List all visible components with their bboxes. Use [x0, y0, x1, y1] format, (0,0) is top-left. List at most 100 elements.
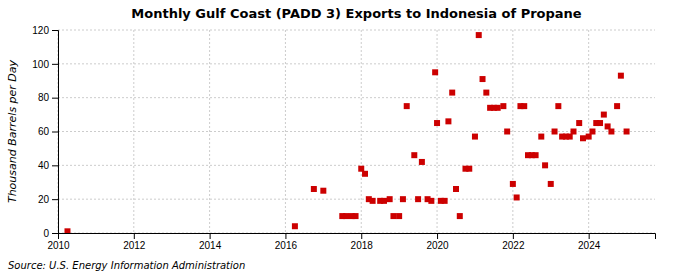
point — [480, 76, 486, 82]
tick-label: 100 — [32, 59, 49, 70]
tick: 120 — [32, 25, 58, 36]
tick-mark — [52, 30, 58, 31]
tick-label: 2018 — [351, 240, 374, 251]
point — [415, 196, 421, 202]
tick-mark — [52, 233, 58, 234]
tick: 2020 — [426, 233, 449, 251]
tick-mark — [134, 233, 135, 239]
points — [64, 32, 629, 233]
tick: 2010 — [47, 233, 70, 251]
point — [555, 103, 561, 109]
tick: 2022 — [502, 233, 525, 251]
point — [601, 112, 607, 118]
tick: 2016 — [275, 233, 298, 251]
point — [353, 213, 359, 219]
tick-mark — [52, 98, 58, 99]
tick: 60 — [38, 126, 58, 137]
tick-mark — [285, 233, 286, 239]
grid — [58, 30, 655, 233]
grid-line — [58, 30, 655, 31]
point — [428, 198, 434, 204]
point — [434, 120, 440, 126]
tick-mark — [513, 233, 514, 239]
tick-mark — [52, 64, 58, 65]
tick: 100 — [32, 59, 58, 70]
grid-line — [58, 165, 655, 166]
tick-label: 60 — [38, 126, 50, 137]
point — [362, 171, 368, 177]
point — [466, 166, 472, 172]
point — [542, 162, 548, 168]
point — [589, 129, 595, 135]
point — [343, 213, 349, 219]
grid-line — [285, 30, 286, 233]
source: Source: U.S. Energy Information Administ… — [8, 260, 245, 271]
point — [624, 129, 630, 135]
tick-label: 120 — [32, 25, 49, 36]
tick: 2014 — [199, 233, 222, 251]
tick-label: 2012 — [123, 240, 146, 251]
y-axis: 0 20 40 60 80 100 120 — [32, 25, 58, 239]
point — [472, 134, 478, 140]
tick: 80 — [38, 92, 58, 103]
point — [396, 213, 402, 219]
tick: 2012 — [123, 233, 146, 251]
point — [320, 188, 326, 194]
grid-line — [58, 97, 655, 98]
point — [608, 129, 614, 135]
point — [476, 32, 482, 38]
tick-mark — [589, 233, 590, 239]
tick: 20 — [38, 194, 58, 205]
point — [571, 129, 577, 135]
tick: 40 — [38, 160, 58, 171]
y-axis-title: Thousand Barrels per Day — [6, 59, 19, 203]
tick-mark — [210, 233, 211, 239]
grid-line — [58, 63, 655, 64]
point — [614, 103, 620, 109]
point — [64, 228, 70, 233]
axis-line — [52, 31, 59, 234]
title: Monthly Gulf Coast (PADD 3) Exports to I… — [131, 6, 582, 21]
tick-mark — [361, 233, 362, 239]
axis-line — [59, 234, 656, 240]
point — [580, 135, 586, 141]
grid-line — [588, 30, 589, 233]
point — [514, 194, 520, 200]
plot: 2010 2012 2014 2016 2018 2020 2022 2024 0 20 40 60 8… — [32, 25, 655, 251]
tick-label: 0 — [43, 228, 49, 239]
point — [504, 129, 510, 135]
tick-mark — [52, 199, 58, 200]
point — [500, 103, 506, 109]
point — [404, 103, 410, 109]
point — [548, 181, 554, 187]
point — [432, 69, 438, 75]
tick-label: 2016 — [275, 240, 298, 251]
tick-label: 2014 — [199, 240, 222, 251]
tick-mark — [437, 233, 438, 239]
point — [453, 186, 459, 192]
tick-label: 2024 — [578, 240, 601, 251]
point — [597, 120, 603, 126]
point — [495, 105, 501, 111]
tick-label: 80 — [38, 92, 50, 103]
point — [457, 213, 463, 219]
chart: 2010 2012 2014 2016 2018 2020 2022 2024 0 20 40 60 8… — [0, 0, 675, 275]
point — [387, 196, 393, 202]
point — [442, 198, 448, 204]
tick: 2024 — [578, 233, 601, 251]
point — [618, 73, 624, 79]
point — [445, 118, 451, 124]
point — [292, 223, 298, 229]
tick-mark — [52, 165, 58, 166]
point — [370, 198, 376, 204]
grid-line — [361, 30, 362, 233]
tick: 2018 — [351, 233, 374, 251]
point — [538, 134, 544, 140]
point — [576, 120, 582, 126]
grid-line — [512, 30, 513, 233]
point — [311, 186, 317, 192]
grid-line — [58, 131, 655, 132]
point — [533, 152, 539, 158]
point — [411, 152, 417, 158]
tick-mark — [52, 132, 58, 133]
